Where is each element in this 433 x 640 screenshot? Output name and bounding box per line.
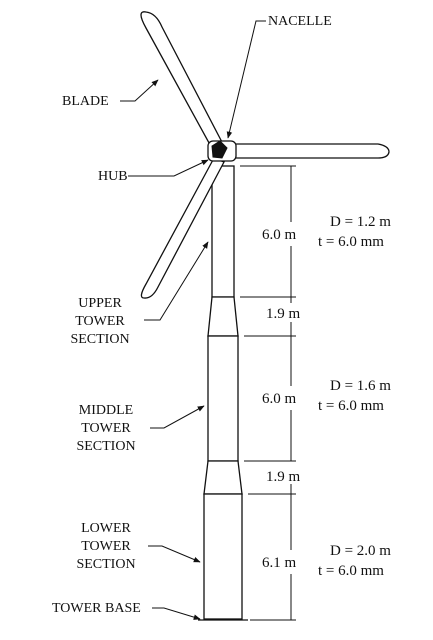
upper-section-label-line1: UPPER [78, 296, 122, 311]
component-labels: BLADE NACELLE HUB UPPER TOWER SECTION MI… [52, 14, 332, 620]
hub-leader [128, 159, 209, 177]
blade-leader [120, 79, 159, 102]
tower [198, 165, 248, 621]
upper-length-value: 6.0 m [262, 227, 297, 243]
lower-tower-section [203, 493, 243, 620]
upper-section-leader [144, 241, 209, 321]
upper-section-label-line2: TOWER [75, 314, 125, 329]
blade-right [227, 143, 390, 159]
middle-thickness: t = 6.0 mm [318, 398, 384, 414]
lower-section-label-line1: LOWER [81, 521, 131, 536]
upper-taper-value: 1.9 m [266, 306, 301, 322]
dimension-lines [240, 165, 296, 621]
middle-section-label-line2: TOWER [81, 421, 131, 436]
middle-diameter: D = 1.6 m [330, 378, 391, 394]
lower-thickness: t = 6.0 mm [318, 563, 384, 579]
blade-lower [140, 157, 225, 299]
hub [211, 140, 228, 159]
hub-label: HUB [98, 169, 128, 184]
tower-base-leader [152, 607, 201, 620]
lower-diameter: D = 2.0 m [330, 543, 391, 559]
blade-label: BLADE [62, 94, 109, 109]
middle-section-label-line1: MIDDLE [79, 403, 133, 418]
dimension-values: 6.0 m 1.9 m 6.0 m 1.9 m 6.1 m [262, 227, 301, 571]
middle-tower-section [207, 335, 239, 462]
rotor [140, 11, 390, 299]
blade-upper [140, 11, 225, 153]
tower-base-label: TOWER BASE [52, 601, 141, 616]
lower-taper-value: 1.9 m [266, 469, 301, 485]
lower-section-label-line3: SECTION [76, 557, 135, 572]
upper-section-label-line3: SECTION [70, 332, 129, 347]
lower-section-leader [148, 545, 201, 563]
section-properties: D = 1.2 m t = 6.0 mm D = 1.6 m t = 6.0 m… [318, 214, 391, 579]
lower-taper-section [203, 460, 243, 495]
nacelle-label: NACELLE [268, 14, 332, 29]
lower-section-label-line2: TOWER [81, 539, 131, 554]
nacelle-leader [226, 20, 266, 139]
middle-section-leader [150, 405, 205, 429]
upper-diameter: D = 1.2 m [330, 214, 391, 230]
upper-taper-section [207, 296, 239, 337]
lower-length-value: 6.1 m [262, 555, 297, 571]
middle-length-value: 6.0 m [262, 391, 297, 407]
upper-thickness: t = 6.0 mm [318, 234, 384, 250]
middle-section-label-line3: SECTION [76, 439, 135, 454]
upper-tower-section [211, 165, 235, 298]
